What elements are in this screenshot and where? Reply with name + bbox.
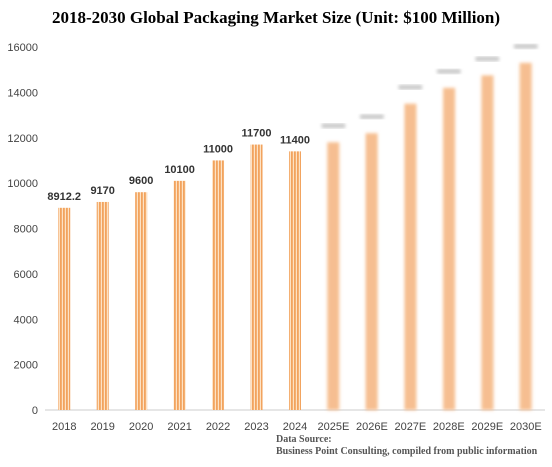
x-tick-label: 2028E	[433, 421, 465, 433]
y-tick-label: 14000	[7, 87, 38, 99]
data-label: 10100	[164, 164, 195, 176]
bar	[327, 142, 340, 410]
y-tick-label: 12000	[7, 133, 38, 145]
x-tick-label: 2030E	[510, 421, 542, 433]
x-tick-label: 2021	[167, 421, 191, 433]
blurred-data-label	[436, 68, 461, 74]
x-tick-label: 2018	[52, 421, 76, 433]
y-tick-label: 4000	[14, 314, 38, 326]
data-label: 11700	[242, 128, 272, 140]
bar	[288, 151, 301, 411]
x-tick-label: 2023	[244, 421, 268, 433]
x-tick-label: 2022	[206, 421, 230, 433]
data-labels: 8912.2 9170 9600 10100 11000 11700 11400	[47, 43, 538, 203]
x-tick-label: 2019	[90, 421, 114, 433]
blurred-data-label	[513, 43, 538, 49]
y-tick-label: 8000	[14, 224, 38, 236]
bar	[250, 144, 263, 410]
bars-group	[58, 62, 532, 411]
bar	[442, 87, 455, 411]
bar	[135, 192, 148, 410]
y-tick-label: 0	[32, 405, 38, 417]
data-label: 11400	[280, 134, 310, 146]
data-label: 9170	[90, 185, 114, 197]
data-label: 11000	[203, 143, 233, 155]
data-source: Data Source: Business Point Consulting, …	[276, 434, 537, 458]
x-tick-label: 2024	[283, 421, 307, 433]
blurred-data-label	[321, 123, 346, 129]
bar	[58, 207, 71, 410]
y-tick-label: 16000	[7, 42, 38, 54]
x-tick-label: 2020	[129, 421, 153, 433]
x-tick-label: 2026E	[356, 421, 388, 433]
source-line-1: Data Source:	[276, 434, 332, 445]
bar	[519, 62, 532, 410]
bar	[96, 201, 109, 410]
bar	[481, 75, 494, 410]
y-tick-label: 2000	[14, 360, 38, 372]
bar	[404, 103, 417, 410]
x-tick-label: 2029E	[471, 421, 503, 433]
blurred-data-label	[398, 84, 423, 90]
y-axis: 0 2000 4000 6000 8000 10000 12000 14000 16000	[7, 42, 38, 417]
data-label: 8912.2	[47, 191, 81, 203]
x-tick-label: 2027E	[394, 421, 426, 433]
source-line-2: Business Point Consulting, compiled from…	[276, 446, 538, 457]
y-tick-label: 6000	[14, 269, 38, 281]
blurred-data-label	[359, 114, 384, 120]
x-axis: 2018 2019 2020 2021 2022 2023 2024 2025E 2026E 20…	[52, 421, 542, 433]
blurred-data-label	[475, 56, 500, 62]
bar	[173, 180, 186, 410]
y-tick-label: 10000	[7, 178, 38, 190]
x-tick-label: 2025E	[318, 421, 350, 433]
bar	[365, 133, 378, 410]
bar	[212, 160, 225, 410]
data-label: 9600	[129, 175, 153, 187]
chart-title: 2018-2030 Global Packaging Market Size (…	[51, 8, 501, 27]
